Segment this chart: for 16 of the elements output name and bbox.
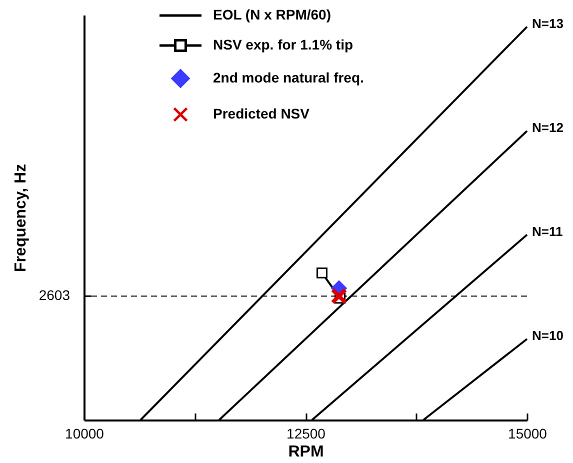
- text: N=11: [532, 224, 563, 239]
- text: N=10: [532, 328, 564, 343]
- legend-label: 2nd mode natural freq.: [213, 70, 364, 86]
- x-tick-label: 15000: [508, 426, 548, 442]
- text: N=13: [532, 16, 564, 31]
- point: [316, 267, 328, 278]
- text: 2603: [38, 287, 70, 304]
- x-axis-title: RPM: [288, 444, 324, 460]
- text: N=12: [532, 120, 564, 135]
- point: [330, 288, 348, 304]
- legend-label: Predicted NSV: [213, 106, 310, 122]
- x-tick-label: 12500: [286, 426, 326, 442]
- legend-label: NSV exp. for 1.1% tip: [213, 36, 354, 52]
- legend-label: EOL (N x RPM/60): [213, 6, 331, 22]
- y-axis-title: Frequency, Hz: [12, 164, 30, 272]
- x-tick-label: 10000: [65, 426, 104, 442]
